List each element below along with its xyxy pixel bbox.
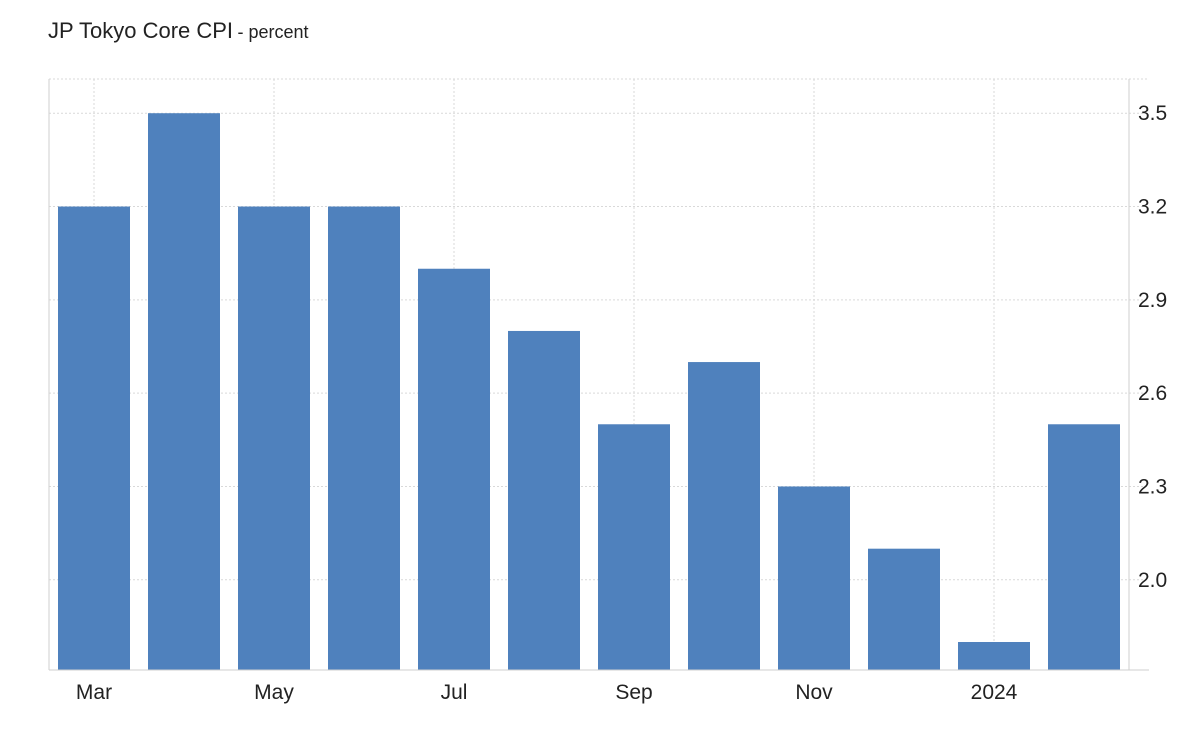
bar-Mar [58,206,130,670]
chart-title-unit: - percent [237,22,309,42]
bar-Nov [778,486,850,670]
x-tick-label: Mar [76,681,112,704]
axes [48,79,1149,671]
y-tick-label: 2.9 [1138,289,1167,312]
y-tick-label: 2.3 [1138,475,1167,498]
bar-Aug [508,330,580,670]
bar-Apr [148,113,220,670]
x-tick-label: Nov [795,681,833,704]
x-tick-label: 2024 [971,681,1018,704]
bar-Feb [1048,424,1120,670]
bars [58,113,1120,670]
y-tick-label: 3.2 [1138,196,1167,219]
bar-Oct [688,362,760,670]
x-tick-label: Sep [615,681,652,704]
y-tick-label: 2.6 [1138,382,1167,405]
x-axis-ticks: Mar May Jul Sep Nov 2024 [76,681,1018,704]
x-tick-label: May [254,681,294,704]
bar-2024 [958,642,1030,670]
bar-May [238,206,310,670]
y-tick-label: 2.0 [1138,569,1167,592]
chart-title: JP Tokyo Core CPI - percent [48,18,309,44]
bar-Jun [328,206,400,670]
y-axis-ticks: 2.0 2.3 2.6 2.9 3.2 3.5 [1138,102,1167,592]
bar-Sep [598,424,670,670]
y-tick-label: 3.5 [1138,102,1167,125]
bar-Dec [868,548,940,670]
bar-Jul [418,268,490,670]
chart-title-main: JP Tokyo Core CPI [48,18,234,43]
x-tick-label: Jul [441,681,468,704]
